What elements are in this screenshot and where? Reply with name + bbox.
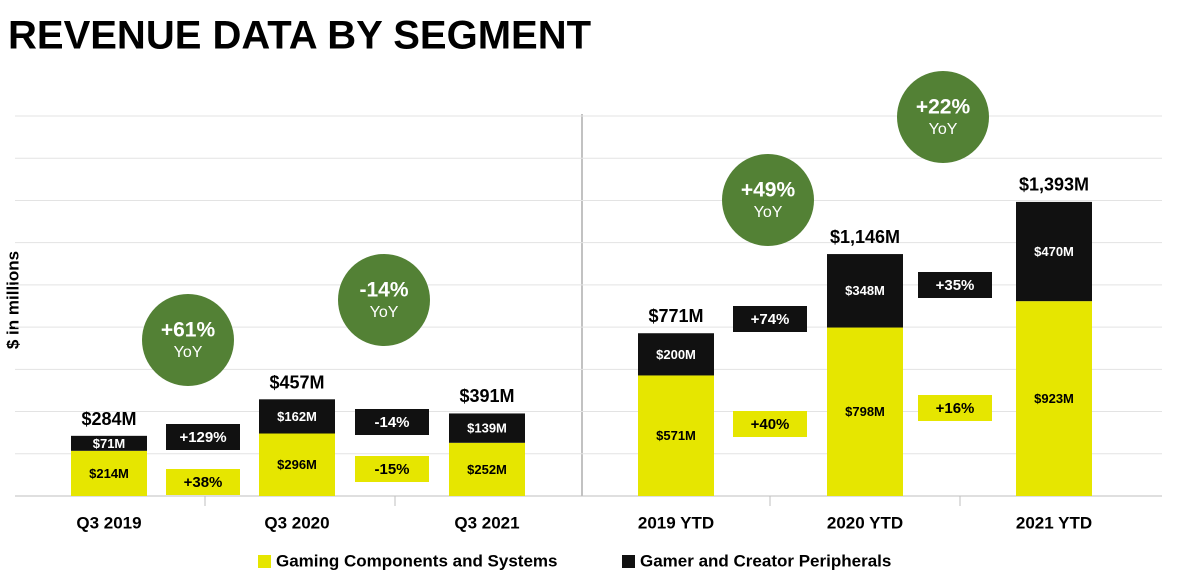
peripherals-growth-label: +35% <box>936 277 975 294</box>
bar-segment <box>259 433 335 496</box>
bar-segment <box>1016 301 1092 496</box>
gaming-growth-box <box>918 395 992 421</box>
x-tick-label: Q3 2021 <box>454 513 519 532</box>
gaming-growth-label: +16% <box>936 400 975 417</box>
gaming-growth-box <box>166 469 240 495</box>
legend-swatch <box>258 555 271 568</box>
peripherals-growth-box <box>166 424 240 450</box>
legend-label: Gaming Components and Systems <box>276 551 558 570</box>
legend-label: Gamer and Creator Peripherals <box>640 551 891 570</box>
peripherals-growth-box <box>355 409 429 435</box>
bar-segment <box>1016 201 1092 302</box>
total-label: $1,393M <box>1019 175 1089 195</box>
bar-value-label: $139M <box>467 421 507 436</box>
x-tick-label: Q3 2019 <box>76 513 141 532</box>
yoy-unit: YoY <box>754 204 783 221</box>
peripherals-growth-label: +129% <box>179 429 226 446</box>
gaming-growth-box <box>733 411 807 437</box>
bar-value-label: $296M <box>277 457 317 472</box>
bar-value-label: $470M <box>1034 244 1074 259</box>
bar-value-label: $252M <box>467 462 507 477</box>
x-tick-label: 2021 YTD <box>1016 513 1092 532</box>
x-tick-label: 2020 YTD <box>827 513 903 532</box>
bar-value-label: $162M <box>277 409 317 424</box>
total-label: $284M <box>81 409 136 429</box>
peripherals-growth-box <box>918 272 992 298</box>
yoy-value: -14% <box>359 279 408 302</box>
x-tick-label: Q3 2020 <box>264 513 329 532</box>
bar-value-label: $200M <box>656 347 696 362</box>
bar-segment <box>449 413 525 443</box>
chart-title: REVENUE DATA BY SEGMENT <box>8 14 591 58</box>
yoy-value: +49% <box>741 179 796 202</box>
bar-value-label: $571M <box>656 428 696 443</box>
yoy-unit: YoY <box>370 304 399 321</box>
yoy-unit: YoY <box>174 344 203 361</box>
yoy-circle <box>338 254 430 346</box>
legend-swatch <box>622 555 635 568</box>
yoy-value: +22% <box>916 96 971 119</box>
bar-segment <box>259 399 335 434</box>
peripherals-growth-label: -14% <box>374 414 409 431</box>
gaming-growth-label: -15% <box>374 461 409 478</box>
total-label: $771M <box>648 306 703 326</box>
yoy-unit: YoY <box>929 121 958 138</box>
bar-value-label: $798M <box>845 404 885 419</box>
gaming-growth-label: +38% <box>184 474 223 491</box>
bar-segment <box>71 450 147 496</box>
bar-segment <box>449 442 525 496</box>
bar-segment <box>638 375 714 496</box>
peripherals-growth-label: +74% <box>751 311 790 328</box>
gaming-growth-label: +40% <box>751 416 790 433</box>
bar-value-label: $71M <box>93 436 126 451</box>
total-label: $457M <box>269 372 324 392</box>
bar-segment <box>71 435 147 451</box>
yoy-value: +61% <box>161 319 216 342</box>
bar-segment <box>827 254 903 328</box>
yoy-circle <box>897 71 989 163</box>
y-axis-label: $ in millions <box>3 251 22 349</box>
yoy-circle <box>722 154 814 246</box>
total-label: $391M <box>459 386 514 406</box>
peripherals-growth-box <box>733 306 807 332</box>
bar-value-label: $214M <box>89 466 129 481</box>
bar-value-label: $348M <box>845 283 885 298</box>
total-label: $1,146M <box>830 227 900 247</box>
yoy-circle <box>142 294 234 386</box>
bar-value-label: $923M <box>1034 391 1074 406</box>
gaming-growth-box <box>355 456 429 482</box>
bar-segment <box>638 333 714 376</box>
x-tick-label: 2019 YTD <box>638 513 714 532</box>
bar-segment <box>827 327 903 496</box>
